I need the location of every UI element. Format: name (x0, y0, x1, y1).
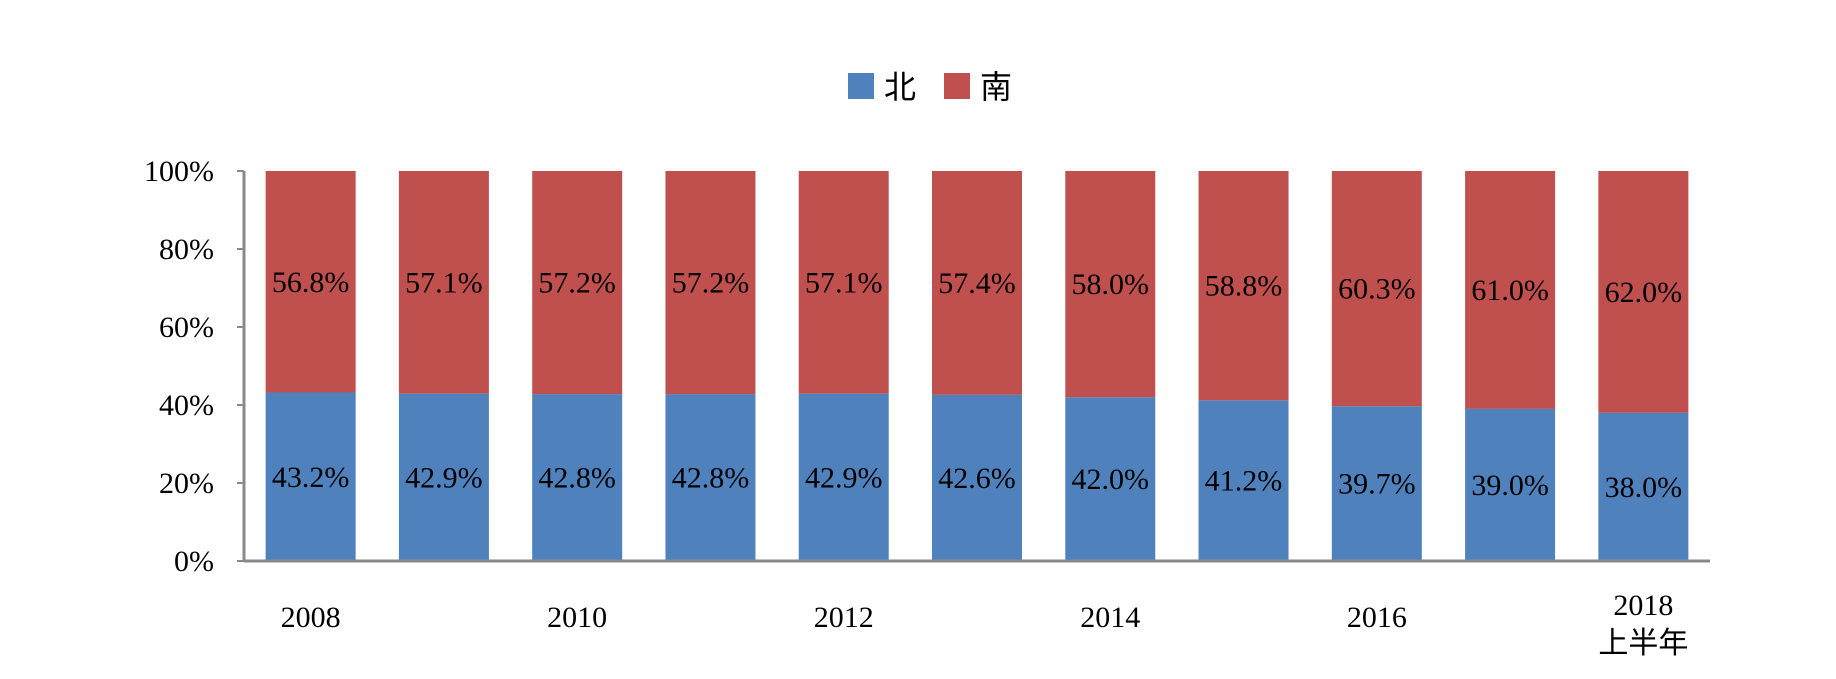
data-label-south-2014: 58.0% (1072, 268, 1150, 301)
bar-south-2015 (1198, 171, 1289, 401)
legend-swatch-south (944, 73, 970, 99)
legend-label-north: 北 (884, 68, 916, 106)
bar-north-2013 (932, 394, 1022, 561)
x-tick-label: 2008 (281, 601, 341, 634)
y-axis: 0% 20% 40% 60% 80% 100% (144, 155, 246, 578)
bar-south-2018上半年 (1598, 171, 1689, 413)
bar-south-2013 (932, 171, 1022, 395)
data-label-north-2017: 39.0% (1471, 469, 1549, 502)
y-tick-label: 20% (159, 467, 214, 500)
legend-label-south: 南 (980, 68, 1012, 106)
x-axis: 2008 2010 2012 2014 2016 2018 上半年 (244, 559, 1710, 660)
bar-south-2016 (1331, 171, 1422, 407)
y-tick-label: 80% (159, 233, 214, 266)
x-tick-label: 2012 (814, 601, 874, 634)
y-tick-label: 60% (159, 311, 214, 344)
bar-south-2011 (665, 171, 756, 395)
data-label-south-2016: 60.3% (1338, 273, 1416, 306)
data-label-north-2010: 42.8% (538, 462, 616, 495)
bar-south-2017 (1465, 171, 1556, 409)
data-label-north-2011: 42.8% (672, 462, 750, 495)
x-tick-label: 2014 (1080, 601, 1140, 634)
bar-north-2015 (1198, 400, 1289, 561)
data-label-south-2018上半年: 62.0% (1605, 276, 1683, 309)
data-label-south-2010: 57.2% (538, 267, 616, 300)
bar-north-2017 (1465, 408, 1556, 561)
bar-north-2010 (532, 394, 623, 561)
data-label-south-2011: 57.2% (672, 267, 750, 300)
bar-north-2018上半年 (1598, 412, 1689, 561)
data-label-south-2013: 57.4% (938, 267, 1016, 300)
bar-north-2009 (398, 393, 489, 561)
x-tick-label: 2018 上半年 (1598, 589, 1688, 660)
data-label-north-2015: 41.2% (1205, 465, 1283, 498)
data-label-north-2013: 42.6% (938, 462, 1016, 495)
bar-south-2008 (265, 171, 356, 393)
data-label-north-2014: 42.0% (1072, 463, 1150, 496)
bar-south-2009 (398, 171, 489, 394)
data-label-south-2009: 57.1% (405, 266, 483, 299)
bar-north-2014 (1065, 397, 1156, 561)
bar-north-2012 (798, 393, 889, 561)
y-tick-label: 100% (144, 155, 214, 188)
data-label-north-2018上半年: 38.0% (1605, 471, 1683, 504)
y-tick-label: 40% (159, 389, 214, 422)
data-label-south-2008: 56.8% (272, 266, 350, 299)
legend-swatch-north (848, 73, 874, 99)
data-label-north-2009: 42.9% (405, 461, 483, 494)
data-label-north-2016: 39.7% (1338, 468, 1416, 501)
bar-south-2010 (532, 171, 623, 395)
legend: 北南 (848, 68, 1012, 106)
y-tick-label: 0% (174, 545, 214, 578)
bar-north-2008 (265, 392, 356, 561)
data-label-north-2012: 42.9% (805, 461, 883, 494)
x-tick-label: 2016 (1347, 601, 1407, 634)
bar-south-2012 (798, 171, 889, 394)
data-label-south-2017: 61.0% (1471, 274, 1549, 307)
data-labels: 43.2% 56.8% 42.9% 57.1% 42.8% 57.2% 42.8% 57.2%… (272, 266, 1682, 504)
data-label-north-2008: 43.2% (272, 461, 350, 494)
data-label-south-2012: 57.1% (805, 266, 883, 299)
bar-north-2011 (665, 394, 756, 561)
bars (265, 171, 1689, 561)
data-label-south-2015: 58.8% (1205, 270, 1283, 303)
x-tick-label: 2010 (547, 601, 607, 634)
bar-north-2016 (1331, 406, 1422, 561)
bar-south-2014 (1065, 171, 1156, 398)
